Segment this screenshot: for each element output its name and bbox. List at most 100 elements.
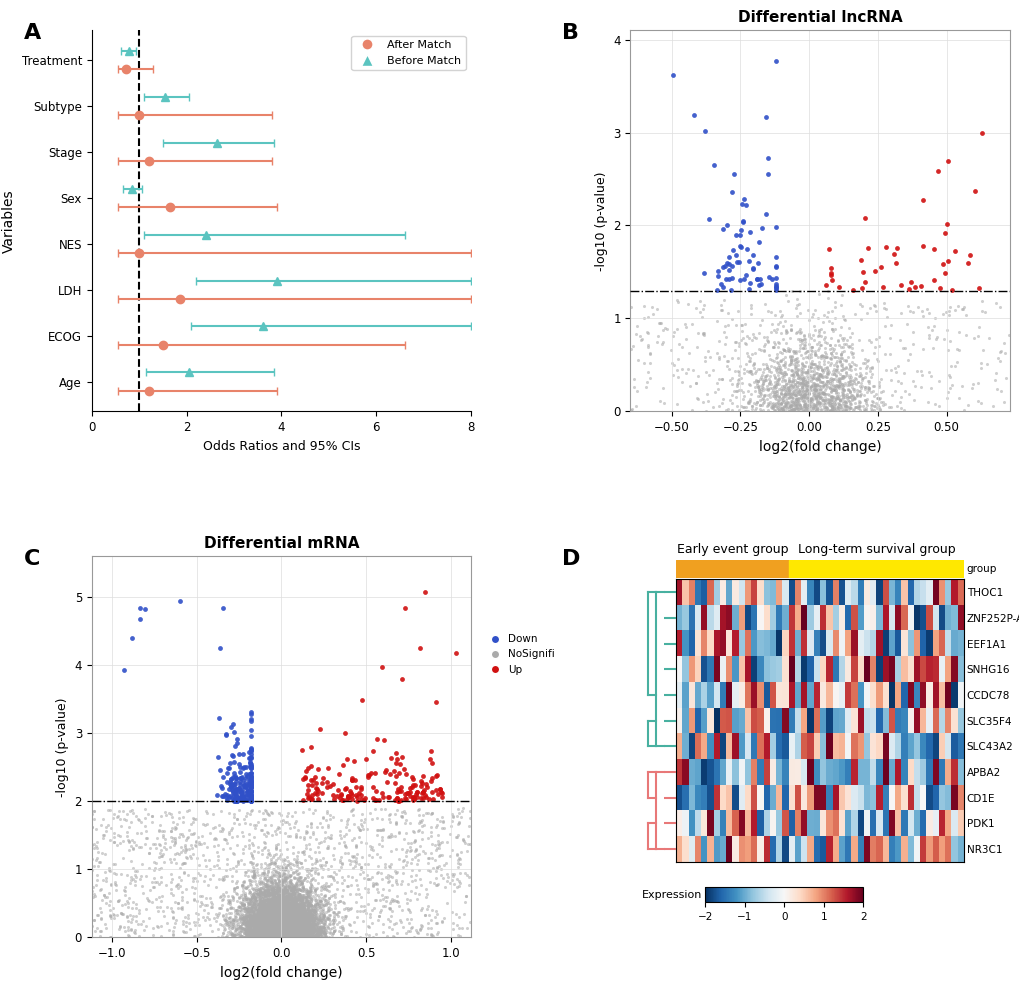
Point [255,897,271,913]
Point [759,333,775,349]
Point [258,908,274,924]
Point [270,876,286,892]
Point [255,897,271,913]
Point [299,882,315,898]
Point [744,357,760,373]
Point [276,898,292,914]
Point [275,899,291,915]
Point [307,906,323,922]
Point [270,882,286,898]
Point [360,871,376,887]
Point [248,920,264,936]
Point [273,889,289,905]
Point [277,878,293,894]
Point [794,393,810,409]
Point [237,911,254,927]
Point [274,900,290,916]
Point [257,901,273,917]
Point [293,927,310,943]
Point [279,904,296,920]
Point [276,917,292,933]
Point [281,898,298,914]
Point [253,898,269,914]
Point [300,927,316,943]
Point [826,367,843,383]
Point [270,914,286,930]
Point [315,861,331,877]
Point [784,367,800,383]
Point [252,927,268,943]
Point [240,923,257,939]
Point [940,343,956,359]
Point [277,889,293,905]
Point [274,886,290,902]
Point [317,916,333,932]
Point [230,802,247,818]
Point [286,920,303,936]
Point [867,332,883,348]
Point [267,907,283,923]
Point [277,918,293,934]
Point [822,398,839,414]
Point [318,896,334,912]
Point [146,854,162,870]
Point [281,917,298,933]
Point [282,926,299,942]
Point [144,894,160,910]
Point [772,382,789,398]
Point [303,921,319,937]
Point [244,925,260,941]
Point [273,907,289,923]
Point [249,886,265,902]
Point [291,918,308,934]
Point [282,919,299,935]
Point [113,897,129,913]
Point [341,823,358,839]
Point [219,760,235,776]
Point [277,905,293,921]
Point [293,889,310,905]
Point [278,889,294,905]
Point [278,918,294,934]
Point [277,834,293,850]
Point [781,397,797,413]
Point [776,376,793,392]
Point [235,922,252,938]
Point [293,923,310,939]
Point [243,901,259,917]
Point [347,839,364,855]
Point [300,888,316,904]
Point [260,926,276,942]
Point [253,867,269,883]
Point [255,884,271,900]
Point [269,911,285,927]
Point [258,892,274,908]
Point [770,395,787,411]
Point [193,893,209,909]
Point [776,364,793,380]
Point [401,814,418,831]
Point [262,894,278,910]
Point [258,904,274,920]
Point [296,922,312,938]
Point [317,812,333,829]
Point [285,882,302,898]
Point [822,260,839,276]
Point [324,915,340,931]
Point [213,779,229,795]
Point [252,920,268,936]
Point [261,914,277,930]
Point [86,803,102,820]
Point [835,343,851,359]
Point [825,378,842,394]
Point [247,908,263,924]
Point [859,240,875,256]
Point [250,915,266,931]
Point [120,913,137,929]
Point [272,876,288,892]
Point [299,914,315,930]
Point [283,902,300,918]
Point [275,853,291,869]
Point [405,789,421,805]
Point [231,893,248,909]
